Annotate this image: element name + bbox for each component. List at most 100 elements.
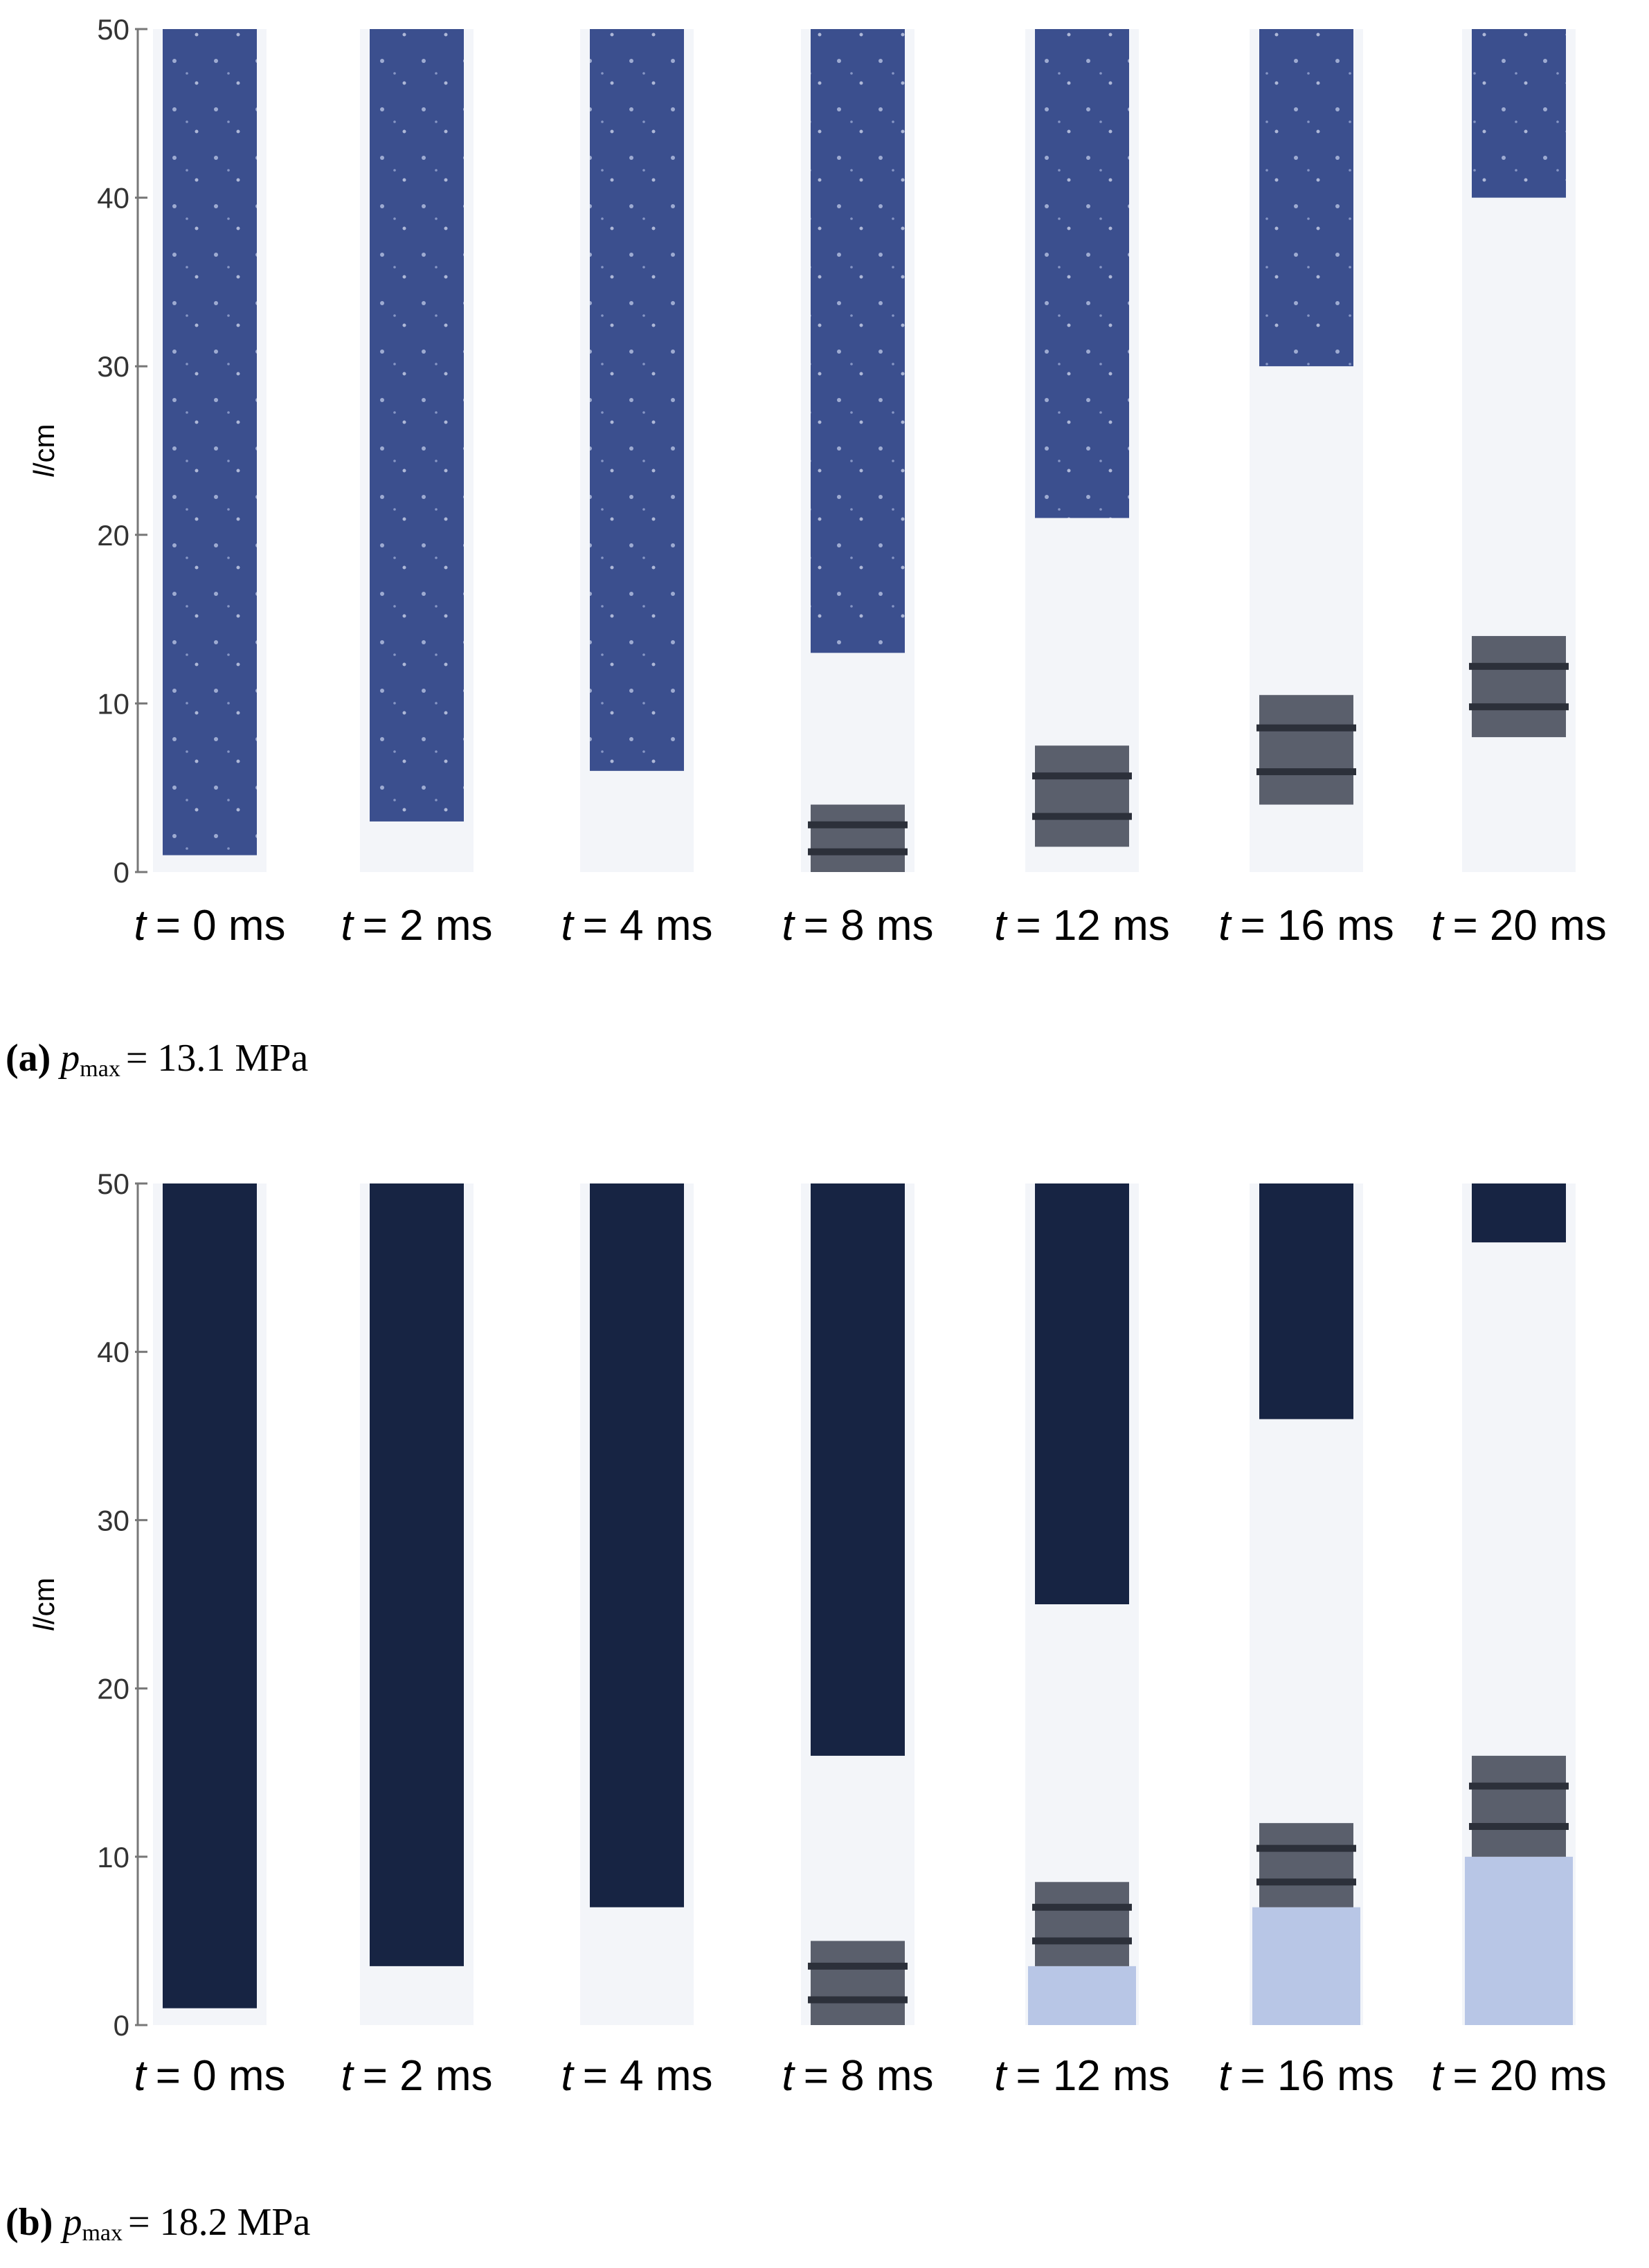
y-tick-label: 30 <box>97 350 129 383</box>
caption-subscript: max <box>80 1056 120 1082</box>
y-tick-label: 40 <box>97 1336 129 1368</box>
frame-label: t = 2 ms <box>341 2052 492 2100</box>
powder-column <box>1035 1183 1129 1604</box>
piston-band <box>1469 1782 1569 1790</box>
powder-column <box>1259 1183 1353 1419</box>
frame-variable: t <box>561 902 575 950</box>
piston-band <box>808 848 908 855</box>
y-tick-label: 10 <box>97 687 129 720</box>
frame-label: t = 20 ms <box>1431 902 1607 950</box>
frame-time: = 16 ms <box>1240 2052 1394 2100</box>
piston <box>1259 695 1353 805</box>
frame-label: t = 4 ms <box>561 902 712 950</box>
y-tick-label: 0 <box>114 856 129 889</box>
frame-variable: t <box>1218 2052 1232 2100</box>
frame-label: t = 8 ms <box>782 2052 933 2100</box>
piston-band <box>1256 724 1356 732</box>
frame-time: = 20 ms <box>1452 2052 1606 2100</box>
gas-region <box>1028 1966 1136 2025</box>
caption-symbol: p <box>57 1037 80 1080</box>
caption-label: (b) <box>6 2201 53 2244</box>
powder-column <box>1472 1183 1566 1243</box>
caption-text: = 18.2 MPa <box>128 2201 311 2244</box>
y-tick-label: 20 <box>97 1673 129 1705</box>
frame-label: t = 0 ms <box>134 2052 285 2100</box>
powder-texture <box>370 29 464 822</box>
piston-band <box>1256 768 1356 776</box>
frame-time: = 20 ms <box>1452 902 1606 950</box>
y-tick-label: 40 <box>97 182 129 215</box>
y-axis-label: l/cm <box>28 424 60 478</box>
piston <box>1035 745 1129 847</box>
powder-column <box>163 1183 257 2008</box>
frame-label: t = 20 ms <box>1431 2052 1607 2100</box>
frame-time: = 2 ms <box>363 902 493 950</box>
piston-band <box>1469 1823 1569 1831</box>
frame-label: t = 0 ms <box>134 902 285 950</box>
frame-time: = 4 ms <box>583 2052 713 2100</box>
powder-texture <box>1472 29 1566 198</box>
piston-band <box>1469 662 1569 670</box>
frame-label: t = 16 ms <box>1218 2052 1394 2100</box>
piston <box>1259 1823 1353 1907</box>
caption-subscript: max <box>82 2220 123 2246</box>
powder-column <box>590 1183 684 1907</box>
frame-variable: t <box>341 2052 354 2100</box>
piston <box>1035 1882 1129 1966</box>
frame-variable: t <box>1431 2052 1445 2100</box>
piston <box>1472 635 1566 738</box>
frame-time: = 12 ms <box>1016 902 1169 950</box>
y-label-unit: /cm <box>28 424 60 471</box>
piston-band <box>1032 1937 1132 1945</box>
powder-texture <box>811 29 905 653</box>
frame-variable: t <box>341 902 354 950</box>
caption-symbol: p <box>60 2201 82 2244</box>
y-tick-label: 50 <box>97 13 129 46</box>
powder-texture <box>1259 29 1353 367</box>
powder-texture <box>1035 29 1129 518</box>
piston-band <box>808 821 908 828</box>
frame-variable: t <box>782 902 795 950</box>
frame-variable: t <box>1431 902 1445 950</box>
y-tick-label: 50 <box>97 1168 129 1200</box>
piston-band <box>1256 1844 1356 1852</box>
y-label-variable: l <box>28 1624 60 1631</box>
frame-variable: t <box>1218 902 1232 950</box>
powder-column <box>811 1183 905 1756</box>
piston-band <box>808 1996 908 2004</box>
y-tick-label: 20 <box>97 519 129 552</box>
frame-time: = 0 ms <box>156 2052 286 2100</box>
piston <box>811 1941 905 2025</box>
caption-text: = 13.1 MPa <box>126 1037 309 1080</box>
frame-variable: t <box>994 902 1008 950</box>
frame-variable: t <box>782 2052 795 2100</box>
piston-band <box>1032 772 1132 780</box>
frame-label: t = 4 ms <box>561 2052 712 2100</box>
frame-variable: t <box>561 2052 575 2100</box>
piston-band <box>808 1962 908 1970</box>
frame-time: = 0 ms <box>156 902 286 950</box>
powder-texture <box>590 29 684 771</box>
piston <box>1472 1755 1566 1857</box>
frame-time: = 8 ms <box>804 2052 934 2100</box>
piston <box>811 804 905 872</box>
frame-time: = 4 ms <box>583 902 713 950</box>
gas-region <box>1465 1856 1573 2025</box>
caption-label: (a) <box>6 1037 51 1080</box>
frame-label: t = 12 ms <box>994 902 1170 950</box>
gas-region <box>1252 1907 1360 2025</box>
y-axis-label: l/cm <box>28 1578 60 1631</box>
frame-label: t = 8 ms <box>782 902 933 950</box>
frame-variable: t <box>994 2052 1008 2100</box>
frame-label: t = 12 ms <box>994 2052 1170 2100</box>
y-tick-label: 10 <box>97 1841 129 1874</box>
frame-time: = 16 ms <box>1240 902 1394 950</box>
frame-time: = 2 ms <box>363 2052 493 2100</box>
frame-time: = 12 ms <box>1016 2052 1169 2100</box>
powder-column <box>370 1183 464 1966</box>
y-label-variable: l <box>28 470 60 478</box>
frame-variable: t <box>134 2052 147 2100</box>
powder-texture <box>163 29 257 855</box>
frame-variable: t <box>134 902 147 950</box>
